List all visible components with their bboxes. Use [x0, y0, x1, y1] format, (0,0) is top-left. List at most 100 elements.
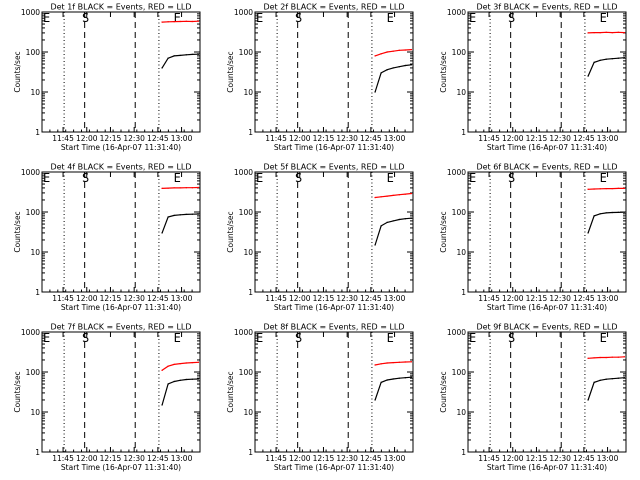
events-series-point	[185, 213, 187, 216]
events-series-point	[617, 211, 619, 213]
y-tick-label: 10	[30, 88, 40, 97]
y-tick-label: 1000	[21, 168, 40, 177]
plot-frame	[467, 331, 627, 453]
x-tick-label: 12:00	[502, 134, 524, 143]
events-series-point	[599, 59, 601, 61]
x-tick-label: 12:15	[313, 134, 335, 143]
y-tick-label: 10	[456, 408, 466, 417]
lld-series-point	[374, 196, 376, 199]
events-series-point	[587, 399, 589, 401]
lld-series-point	[197, 20, 200, 22]
events-series-point	[380, 72, 382, 74]
y-tick-label: 1000	[447, 8, 466, 17]
y-tick-label: 1	[248, 128, 253, 137]
events-series-point	[161, 404, 163, 406]
lld-series-point	[374, 55, 376, 57]
x-tick-label: 12:15	[100, 294, 122, 303]
x-tick-label: 13:00	[384, 454, 406, 463]
panel-title: Det 3f BLACK = Events, RED = LLD	[476, 3, 617, 12]
events-series-point	[161, 232, 163, 234]
events-series-point	[173, 214, 175, 217]
x-tick-label: 12:00	[76, 454, 98, 463]
x-tick-label: 12:00	[502, 454, 524, 463]
marker-label: E	[43, 11, 50, 25]
events-series-point	[179, 379, 181, 381]
y-tick-label: 1000	[234, 168, 253, 177]
lld-series-point	[605, 356, 607, 359]
x-axis-label: Start Time (16-Apr-07 11:31:40)	[274, 463, 394, 472]
marker-label: E	[600, 11, 607, 25]
plot-frame	[254, 331, 414, 453]
x-tick-label: 13:00	[171, 294, 193, 303]
marker-label: E	[469, 331, 476, 345]
lld-series-point	[173, 187, 175, 189]
events-series-line	[587, 57, 625, 77]
y-tick-label: 10	[30, 408, 40, 417]
y-tick-label: 100	[452, 48, 467, 57]
events-series-point	[410, 64, 413, 66]
events-series-point	[587, 232, 589, 234]
lld-series-point	[611, 32, 613, 34]
x-tick-label: 12:30	[549, 454, 571, 463]
y-tick-label: 100	[452, 368, 467, 377]
plot-frame	[254, 171, 414, 293]
x-tick-label: 12:15	[313, 294, 335, 303]
events-series-line	[374, 64, 412, 93]
events-series-point	[374, 399, 376, 401]
x-tick-label: 11:45	[478, 294, 500, 303]
lld-series-point	[179, 363, 181, 365]
x-tick-label: 11:45	[52, 134, 74, 143]
x-tick-label: 12:45	[360, 134, 382, 143]
y-tick-label: 10	[243, 408, 253, 417]
y-tick-label: 1000	[234, 328, 253, 337]
plot-frame	[41, 171, 201, 293]
lld-series-point	[623, 187, 626, 189]
events-series-point	[179, 214, 181, 216]
lld-series-point	[587, 357, 589, 359]
lld-series-point	[167, 21, 169, 23]
lld-series-point	[593, 188, 595, 190]
events-series-point	[392, 67, 394, 69]
x-tick-label: 12:30	[123, 294, 145, 303]
events-series-point	[410, 217, 413, 219]
events-series-point	[179, 54, 181, 57]
events-series-point	[386, 221, 388, 223]
lld-series-point	[179, 187, 181, 189]
y-axis-label: Counts/sec	[226, 51, 235, 92]
x-tick-label: 11:45	[265, 294, 287, 303]
events-series-point	[617, 377, 619, 379]
x-tick-label: 13:00	[384, 134, 406, 143]
events-series-point	[398, 377, 400, 379]
lld-series-point	[593, 32, 595, 34]
lld-series-point	[392, 361, 394, 364]
x-tick-label: 12:45	[573, 134, 595, 143]
lld-series-point	[599, 356, 601, 359]
events-series-point	[191, 213, 193, 215]
marker-label: E	[469, 11, 476, 25]
panel-title: Det 1f BLACK = Events, RED = LLD	[50, 3, 191, 12]
events-series-point	[197, 53, 200, 55]
y-tick-label: 100	[26, 368, 41, 377]
panel-title: Det 6f BLACK = Events, RED = LLD	[476, 163, 617, 172]
x-tick-label: 12:15	[100, 134, 122, 143]
events-series-point	[404, 218, 406, 220]
x-axis-label: Start Time (16-Apr-07 11:31:40)	[61, 143, 181, 152]
x-tick-label: 13:00	[597, 134, 619, 143]
lld-series-point	[587, 32, 589, 34]
x-tick-label: 12:30	[336, 134, 358, 143]
y-tick-label: 1	[461, 128, 466, 137]
panel-3: Det 3f BLACK = Events, RED = LLD 1 10 100 10…	[439, 3, 619, 153]
events-series-point	[167, 216, 169, 218]
y-axis-label: Counts/sec	[13, 51, 22, 92]
marker-label: E	[469, 171, 476, 185]
lld-series-point	[173, 363, 175, 365]
x-tick-label: 12:45	[147, 134, 169, 143]
lld-series-point	[380, 196, 382, 198]
y-axis-label: Counts/sec	[439, 51, 448, 92]
lld-series-point	[593, 357, 595, 359]
y-tick-label: 1	[248, 288, 253, 297]
events-series-point	[185, 378, 187, 381]
marker-label: E	[174, 331, 181, 345]
x-tick-label: 11:45	[52, 294, 74, 303]
events-series-point	[398, 218, 400, 221]
